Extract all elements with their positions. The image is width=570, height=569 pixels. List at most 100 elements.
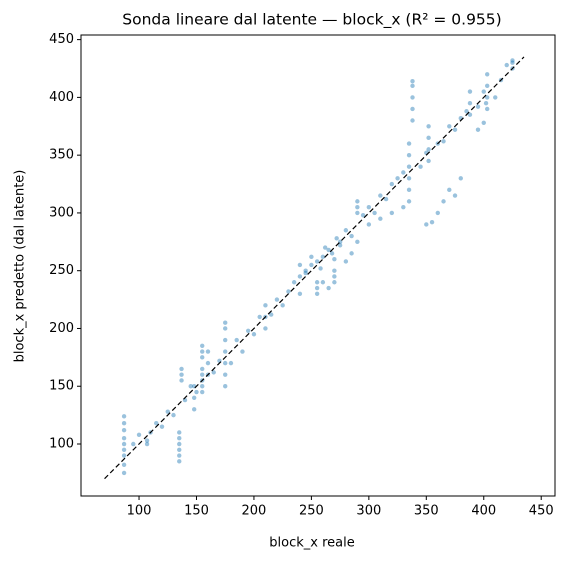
point xyxy=(349,251,354,256)
point xyxy=(406,164,412,169)
point xyxy=(318,266,323,271)
point xyxy=(395,176,400,181)
point xyxy=(435,210,440,216)
point xyxy=(389,210,395,216)
point xyxy=(200,372,205,377)
point xyxy=(418,164,423,169)
point xyxy=(483,100,489,106)
point xyxy=(447,124,452,129)
point xyxy=(355,204,360,210)
point xyxy=(121,427,127,433)
point xyxy=(223,372,228,377)
point xyxy=(179,378,184,383)
point xyxy=(194,389,199,395)
point xyxy=(159,424,165,429)
point xyxy=(297,274,303,279)
point xyxy=(401,170,406,175)
y-tick-label: 100 xyxy=(49,437,74,452)
point xyxy=(303,268,308,273)
identity-line xyxy=(104,56,525,480)
x-tick-label: 150 xyxy=(184,504,209,519)
point xyxy=(485,95,490,100)
point xyxy=(326,247,331,253)
point xyxy=(366,222,372,227)
point xyxy=(332,274,337,279)
point xyxy=(200,343,205,348)
point xyxy=(458,176,463,181)
point xyxy=(406,176,412,181)
point xyxy=(177,447,182,452)
point xyxy=(188,384,193,389)
point xyxy=(179,372,184,377)
point xyxy=(223,326,228,331)
point xyxy=(355,239,360,245)
point xyxy=(297,262,303,268)
point xyxy=(251,332,257,337)
point xyxy=(291,280,297,285)
point xyxy=(326,285,331,291)
point xyxy=(485,106,490,112)
point xyxy=(314,291,320,297)
point xyxy=(343,228,349,233)
point xyxy=(314,280,320,285)
y-tick-label: 450 xyxy=(49,32,74,47)
point xyxy=(447,187,452,193)
point xyxy=(177,441,182,447)
point xyxy=(240,349,245,354)
point xyxy=(309,254,314,260)
point xyxy=(343,259,349,264)
point xyxy=(165,409,170,414)
point xyxy=(406,141,412,146)
x-tick-label: 250 xyxy=(299,504,324,519)
point xyxy=(121,421,127,426)
point xyxy=(154,421,159,426)
point xyxy=(332,256,337,262)
point xyxy=(136,432,142,437)
point xyxy=(274,297,280,302)
point xyxy=(410,95,415,100)
point xyxy=(263,303,268,308)
point xyxy=(121,453,127,458)
point xyxy=(464,109,469,114)
point xyxy=(121,436,127,441)
point xyxy=(406,152,412,158)
point xyxy=(426,124,431,129)
plot-frame xyxy=(80,34,556,497)
point xyxy=(177,453,182,458)
point xyxy=(200,355,205,360)
point xyxy=(177,430,182,435)
point xyxy=(177,459,182,464)
point xyxy=(424,222,429,227)
point xyxy=(426,135,431,141)
x-tick-label: 300 xyxy=(356,504,381,519)
point xyxy=(389,181,395,187)
point xyxy=(475,127,481,132)
point xyxy=(121,462,127,468)
x-tick-label: 200 xyxy=(242,504,267,519)
point xyxy=(467,112,473,117)
point xyxy=(257,314,262,320)
point xyxy=(410,106,415,112)
point xyxy=(245,328,251,333)
point xyxy=(297,291,303,297)
point xyxy=(426,158,431,164)
point xyxy=(452,193,458,198)
point xyxy=(332,268,337,273)
x-axis-label: block_x reale xyxy=(269,536,354,551)
point xyxy=(286,289,291,294)
point xyxy=(510,60,515,65)
point xyxy=(200,384,205,389)
y-tick-label: 300 xyxy=(49,205,74,220)
point xyxy=(223,360,228,366)
x-tick-label: 450 xyxy=(529,504,554,519)
point xyxy=(410,118,415,123)
point xyxy=(337,243,343,248)
point xyxy=(349,233,354,239)
x-tick-label: 350 xyxy=(414,504,439,519)
point xyxy=(334,236,339,241)
y-axis-label: block_x predetto (dal latente) xyxy=(13,170,28,363)
point xyxy=(179,366,184,372)
point xyxy=(481,89,486,94)
point xyxy=(314,259,320,264)
point xyxy=(200,349,205,354)
